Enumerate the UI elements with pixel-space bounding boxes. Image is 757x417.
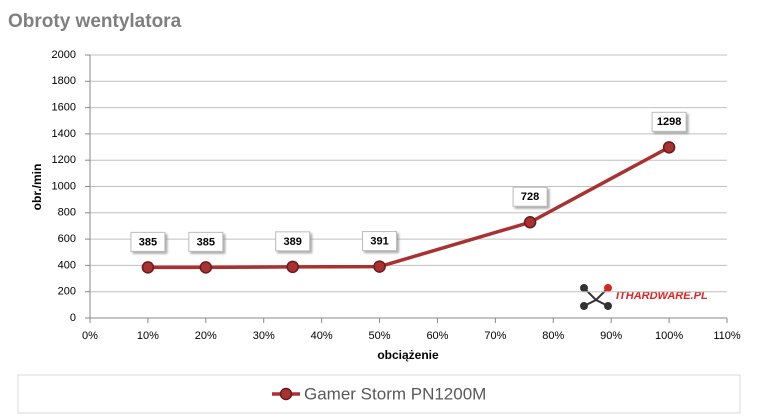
x-tick-label: 10% [137,330,159,342]
y-tick-label: 1400 [52,128,76,140]
y-tick-label: 0 [70,312,76,324]
y-tick-label: 200 [58,286,76,298]
marker [141,261,155,274]
x-tick-label: 80% [542,330,564,342]
x-tick-label: 50% [369,330,391,342]
x-tick-label: 90% [600,330,622,342]
y-tick-label: 600 [58,233,76,245]
x-tick-label: 20% [195,330,217,342]
data-label-box [130,231,166,252]
y-tick-label: 1800 [52,75,76,87]
data-label-box [512,186,548,207]
x-tick-label: 0% [82,330,98,342]
x-tick-label: 70% [484,330,506,342]
data-label: 728 [521,191,539,203]
x-axis-label: obciążenie [377,348,439,362]
marker [662,141,676,154]
y-axis-label: obr./min [30,164,44,211]
data-label-box [362,231,398,252]
marker [523,216,537,229]
watermark-logo [580,284,612,310]
x-tick-label: 30% [253,330,275,342]
legend-marker [279,387,293,401]
y-tick-label: 1000 [52,180,76,192]
data-label-box [651,111,687,132]
data-label-box [188,231,224,252]
x-tick-label: 110% [713,330,741,342]
data-label: 385 [139,236,157,248]
y-tick-label: 1200 [52,154,76,166]
x-tick-label: 40% [311,330,333,342]
y-tick-label: 800 [58,207,76,219]
data-label: 389 [284,236,302,248]
x-tick-label: 100% [655,330,683,342]
marker [199,261,213,274]
chart-title: Obroty wentylatora [8,11,182,32]
watermark: ITHARDWARE.PL [616,290,708,302]
y-tick-label: 2000 [52,49,76,61]
marker [373,260,386,273]
legend-box [17,374,741,414]
legend-label: Gamer Storm PN1200M [304,384,486,403]
marker [286,260,299,274]
line [147,145,670,270]
y-tick-label: 1600 [52,102,76,114]
y-tick-label: 400 [58,259,76,271]
x-tick-label: 60% [426,330,448,342]
data-label: 385 [197,236,215,248]
data-label-box [275,231,311,252]
data-label: 391 [370,235,388,247]
data-label: 1298 [657,116,681,128]
